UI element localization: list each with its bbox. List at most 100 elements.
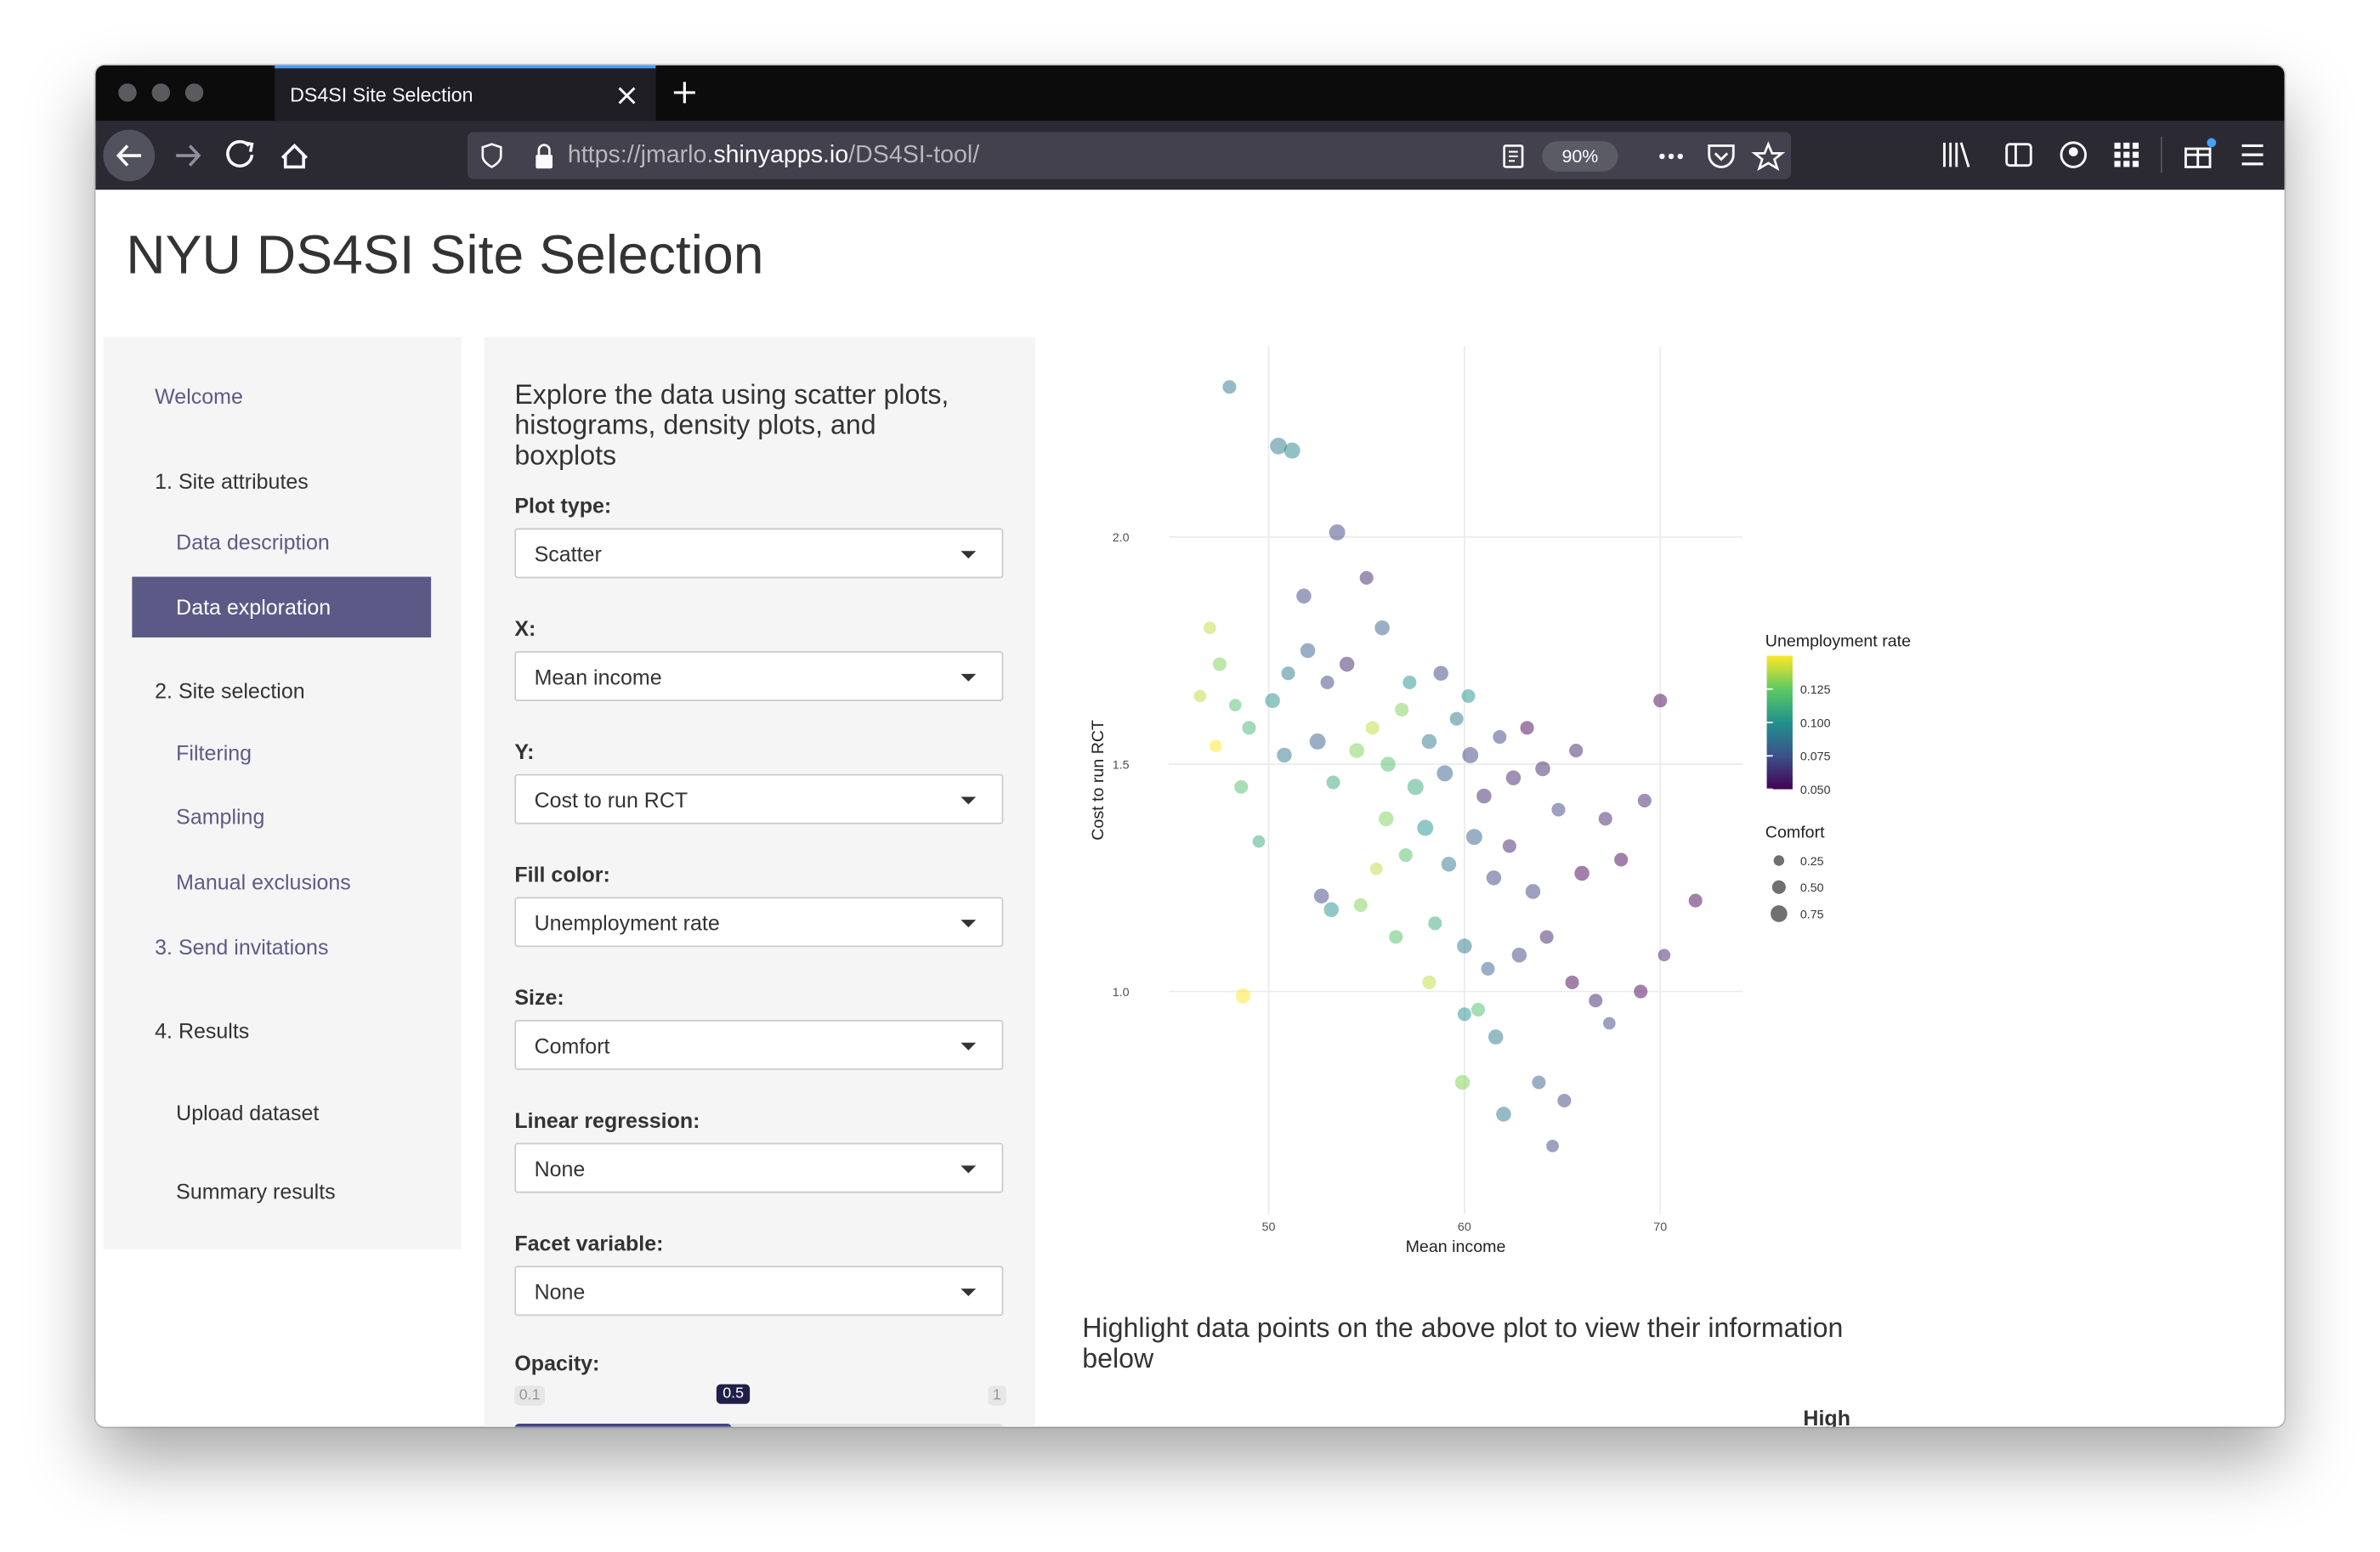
select-input[interactable]: Unemployment rate: [514, 897, 1004, 948]
data-point: [1329, 524, 1346, 541]
data-point: [1229, 699, 1242, 711]
select-input[interactable]: Mean income: [514, 651, 1004, 701]
size-legend-key: [1771, 905, 1788, 922]
data-point: [1603, 1017, 1616, 1030]
url: https://jmarlo.shinyapps.io/DS4SI-tool/: [568, 143, 979, 170]
select-input[interactable]: Cost to run RCT: [514, 773, 1004, 824]
color-legend-title: Unemployment rate: [1765, 632, 1911, 651]
control-label: Size:: [514, 984, 564, 1010]
size-tick-label: 0.50: [1800, 881, 1824, 895]
data-point: [1222, 380, 1237, 394]
slider-value[interactable]: 0.5: [717, 1384, 751, 1404]
url-path: /DS4SI-tool/: [848, 142, 980, 169]
zoom-level[interactable]: 90%: [1542, 141, 1618, 172]
data-point: [1488, 1029, 1504, 1045]
page-actions[interactable]: [1652, 141, 1788, 172]
minimize-window[interactable]: [151, 83, 170, 102]
data-point: [1589, 994, 1603, 1008]
control-label: Linear regression:: [514, 1107, 700, 1133]
toolbar-icons[interactable]: [1940, 136, 2274, 173]
nav-link[interactable]: Summary results: [176, 1179, 336, 1204]
data-point: [1496, 1107, 1511, 1122]
slider-track[interactable]: [514, 1423, 1004, 1427]
select-input[interactable]: None: [514, 1266, 1004, 1317]
data-point: [1242, 721, 1256, 735]
data-point: [1454, 1074, 1470, 1090]
data-point: [1323, 902, 1339, 918]
select-caret: [960, 1165, 977, 1174]
nav-link[interactable]: Welcome: [155, 383, 243, 409]
size-legend-title: Comfort: [1765, 824, 1825, 842]
data-point: [1265, 693, 1280, 709]
highlight-instruction: Highlight data points on the above plot …: [1082, 1312, 1844, 1374]
nav-buttons[interactable]: [102, 127, 314, 184]
slider-label: Opacity:: [514, 1351, 600, 1375]
select-value: None: [534, 1279, 586, 1304]
select-value: Unemployment rate: [534, 910, 720, 935]
select-caret: [960, 551, 977, 559]
control-label: Facet variable:: [514, 1231, 664, 1255]
select-caret: [960, 1289, 977, 1296]
color-tick-label: 0.050: [1800, 784, 1831, 797]
active-tab[interactable]: DS4SI Site Selection: [275, 65, 656, 122]
data-point: [1470, 1002, 1486, 1017]
url-bar[interactable]: https://jmarlo.shinyapps.io/DS4SI-tool/ …: [467, 132, 1792, 179]
close-window[interactable]: [118, 83, 137, 102]
data-point: [1634, 984, 1648, 999]
data-point: [1398, 848, 1413, 863]
x-tick-label: 70: [1653, 1221, 1667, 1234]
reader-view[interactable]: [1499, 143, 1527, 170]
color-tick-label: 0.075: [1800, 751, 1831, 764]
tab-close[interactable]: [618, 87, 636, 105]
select-caret: [960, 673, 977, 682]
nav-section[interactable]: 1. Site attributes: [155, 468, 309, 494]
color-tick-label: 0.100: [1800, 717, 1831, 730]
control-label: Plot type:: [514, 493, 612, 518]
nav-link[interactable]: Data description: [176, 530, 330, 554]
data-point: [1281, 666, 1295, 681]
data-point: [1380, 756, 1396, 772]
data-point: [1421, 734, 1437, 750]
y-tick-label: 1.5: [1113, 758, 1130, 772]
data-point: [1539, 930, 1554, 944]
table-header-partial: High: [1803, 1405, 1850, 1427]
scatter-chart: 50 60 70 1.0 1.5 2.0 Mean income Cost to run RC…: [1089, 346, 1911, 1256]
color-tick-label: 0.125: [1800, 683, 1831, 697]
size-tick-label: 0.75: [1800, 908, 1824, 921]
data-point: [1209, 739, 1222, 753]
data-point: [1462, 746, 1479, 763]
active-nav-highlight: [132, 576, 432, 637]
panel-heading: Explore the data using scatter plots, hi…: [514, 379, 949, 471]
data-point: [1505, 770, 1522, 785]
nav-link[interactable]: Manual exclusions: [176, 869, 351, 894]
tab-bar: DS4SI Site Selection: [95, 65, 2285, 122]
maximize-window[interactable]: [184, 83, 204, 102]
nav-link[interactable]: 3. Send invitations: [155, 934, 329, 960]
data-point: [1353, 898, 1368, 912]
data-point: [1486, 870, 1502, 886]
new-tab[interactable]: [672, 81, 697, 105]
data-point: [1551, 802, 1566, 817]
nav-link[interactable]: Filtering: [176, 740, 252, 765]
select-input[interactable]: Comfort: [514, 1019, 1004, 1070]
data-point: [1339, 656, 1355, 672]
data-point: [1359, 570, 1374, 585]
nav-link[interactable]: Sampling: [176, 804, 265, 829]
slider-fill: [514, 1423, 732, 1427]
data-point: [1525, 884, 1541, 899]
data-point: [1349, 743, 1364, 758]
select-input[interactable]: None: [514, 1142, 1004, 1193]
nav-section[interactable]: 4. Results: [155, 1018, 250, 1043]
nav-link[interactable]: Upload dataset: [176, 1100, 320, 1125]
data-point: [1565, 975, 1579, 989]
select-caret: [960, 1042, 977, 1051]
nav-section[interactable]: 2. Site selection: [155, 678, 305, 703]
nav-link-active[interactable]: Data exploration: [176, 594, 332, 620]
url-prefix: https://jmarlo.: [567, 142, 714, 169]
select-input[interactable]: Scatter: [514, 528, 1004, 579]
select-value: Mean income: [534, 665, 662, 689]
data-point: [1520, 721, 1534, 735]
